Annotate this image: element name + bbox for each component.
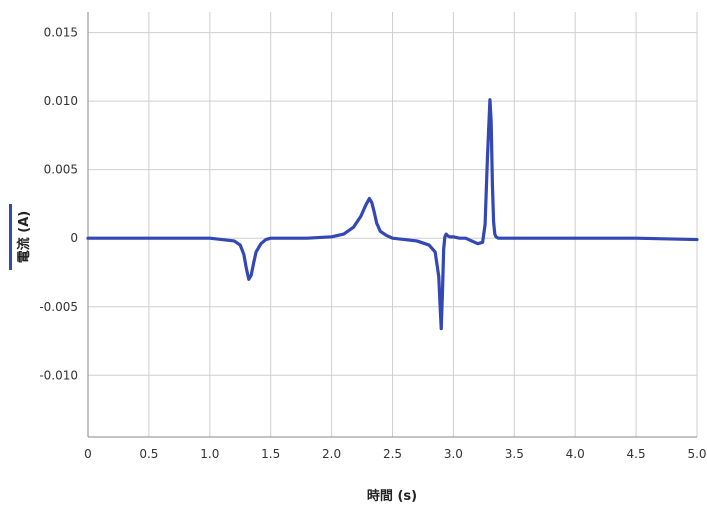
y-tick-label: -0.005 <box>39 300 78 314</box>
x-axis-title: 時間 (s) <box>367 488 417 504</box>
x-tick-label: 4.5 <box>627 447 646 461</box>
x-tick-label: 5.0 <box>687 447 706 461</box>
x-tick-label: 1.0 <box>200 447 219 461</box>
grid <box>87 12 698 437</box>
x-tick-label: 0.5 <box>139 447 158 461</box>
legend-swatch <box>9 204 12 270</box>
x-tick-label: 2.0 <box>322 447 341 461</box>
y-tick-label: 0.010 <box>44 94 78 108</box>
y-tick-label: -0.010 <box>39 368 78 382</box>
y-tick-label: 0.005 <box>44 163 78 177</box>
x-tick-label: 3.5 <box>505 447 524 461</box>
x-tick-label: 0 <box>84 447 92 461</box>
x-tick-label: 4.0 <box>566 447 585 461</box>
x-tick-label: 1.5 <box>261 447 280 461</box>
x-tick-label: 3.0 <box>444 447 463 461</box>
series-line <box>86 98 699 331</box>
series-layer <box>86 98 699 331</box>
y-tick-label: 0.015 <box>44 26 78 40</box>
y-axis-title: 電流 (A) <box>16 211 32 263</box>
x-tick-label: 2.5 <box>383 447 402 461</box>
tick-labels: 0 0.5 1.0 1.5 2.0 2.5 3.0 3.5 4.0 4.5 5.0 0.015 0.01… <box>39 26 706 461</box>
axes <box>87 12 697 438</box>
y-tick-label: 0 <box>70 231 78 245</box>
